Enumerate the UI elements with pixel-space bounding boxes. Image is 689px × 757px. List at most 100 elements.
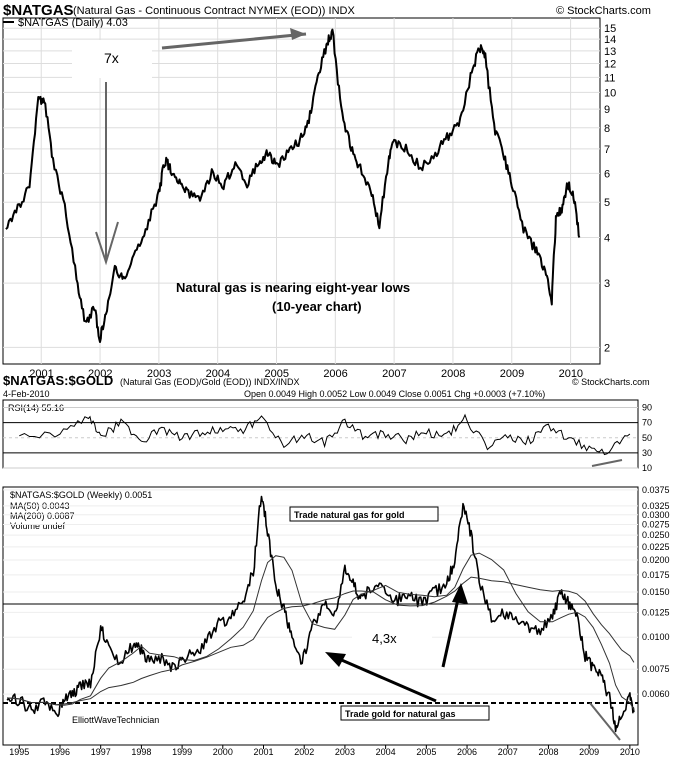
ratio-y-tick-label: 0.0275: [642, 519, 670, 529]
arrow-to-2005-high-head: [452, 583, 468, 604]
top-y-tick-label: 15: [604, 23, 616, 35]
ratio-legend-volume: Volume undef: [10, 521, 66, 531]
ratio-x-axis: 1995 1996 1997 1998 1999 2000 2001 2002 2003 2004…: [9, 745, 640, 757]
ratio-y-tick-label: 0.0175: [642, 570, 670, 580]
top-y-tick-label: 9: [604, 104, 610, 116]
top-y-tick-label: 14: [604, 34, 616, 46]
ratio-x-tick-label: 2000: [213, 747, 233, 757]
top-x-tick-label: 2010: [559, 368, 583, 380]
credit-label: ElliottWaveTechnician: [72, 715, 159, 725]
top-y-tick-label: 12: [604, 59, 616, 71]
top-x-tick-label: 2004: [206, 368, 230, 380]
top-x-tick-label: 2001: [29, 368, 53, 380]
arrow-to-2002-low: [329, 653, 437, 703]
ratio-x-tick-label: 2007: [498, 747, 518, 757]
top-x-tick-label: 2006: [323, 368, 347, 380]
ratio-y-tick-label: 0.0375: [642, 485, 670, 495]
top-y-tick-label: 5: [604, 197, 610, 209]
top-legend: $NATGAS (Daily) 4.03: [18, 17, 128, 29]
ratio-x-tick-label: 1996: [50, 747, 70, 757]
top-y-tick-label: 7: [604, 144, 610, 156]
ratio-title-description: (Natural Gas (EOD)/Gold (EOD)) INDX/INDX: [120, 377, 300, 387]
top-panel-frame: [2, 17, 601, 365]
ratio-x-tick-label: 2006: [457, 747, 477, 757]
annotation-line-2: (10-year chart): [272, 299, 362, 314]
ratio-x-tick-label: 2004: [376, 747, 396, 757]
ratio-y-tick-label: 0.0325: [642, 501, 670, 511]
rsi-y-axis: 10 30 50 70 90: [642, 403, 652, 473]
rsi-y-tick-label: 10: [642, 463, 652, 473]
box-bottom-label: Trade gold for natural gas: [345, 709, 456, 719]
top-y-tick-label: 4: [604, 233, 610, 245]
ratio-y-tick-label: 0.0100: [642, 632, 670, 642]
ratio-x-tick-label: 2005: [416, 747, 436, 757]
ratio-y-tick-label: 0.0300: [642, 510, 670, 520]
top-title-description: (Natural Gas - Continuous Contract NYMEX…: [73, 5, 355, 17]
ratio-ma200-series: [7, 576, 635, 706]
top-x-tick-label: 2005: [265, 368, 289, 380]
top-y-tick-label: 3: [604, 278, 610, 290]
rsi-y-tick-label: 70: [642, 418, 652, 428]
ratio-x-tick-label: 2008: [538, 747, 558, 757]
annotation-line-1: Natural gas is nearing eight-year lows: [176, 280, 410, 295]
ratio-multiple-box: [352, 620, 432, 664]
box-top-label: Trade natural gas for gold: [294, 510, 405, 520]
top-watermark: © StockCharts.com: [556, 5, 651, 17]
top-y-tick-label: 13: [604, 46, 616, 58]
top-x-tick-label: 2007: [382, 368, 406, 380]
top-x-tick-label: 2003: [147, 368, 171, 380]
box-top: [289, 506, 439, 522]
top-y-tick-label: 2: [604, 342, 610, 354]
ratio-y-tick-label: 0.0150: [642, 587, 670, 597]
ratio-panel-frame: [2, 486, 639, 746]
top-grid: [3, 18, 600, 364]
ratio-x-tick-label: 2009: [579, 747, 599, 757]
top-x-tick-label: 2002: [88, 368, 112, 380]
ratio-x-tick-label: 2001: [254, 747, 274, 757]
ratio-title-symbol: $NATGAS:$GOLD: [3, 373, 113, 388]
ratio-ma50-series: [7, 552, 635, 710]
ratio-x-tick-label: 1998: [131, 747, 151, 757]
top-y-tick-label: 8: [604, 123, 610, 135]
rsi-panel-frame: [2, 399, 639, 469]
ratio-y-tick-label: 0.0060: [642, 689, 670, 699]
ratio-series: [6, 495, 635, 733]
ratio-x-tick-label: 2002: [294, 747, 314, 757]
seven-x-arrowhead: [95, 221, 119, 266]
ratio-multiple-label: 4,3x: [372, 631, 397, 646]
arrow-to-2005-high: [441, 589, 462, 668]
rsi-trend-line: [591, 459, 623, 467]
ratio-x-tick-label: 1997: [91, 747, 111, 757]
seven-x-horizontal-arrowhead: [290, 28, 306, 40]
ratio-y-axis: 0.0060 0.0075 0.0100 0.0125 0.0150 0.0175 0.02…: [642, 485, 670, 699]
top-x-tick-label: 2008: [441, 368, 465, 380]
ratio-grid: [3, 489, 638, 695]
ratio-x-tick-label: 2010: [620, 747, 640, 757]
rsi-y-tick-label: 30: [642, 448, 652, 458]
ratio-watermark: © StockCharts.com: [572, 377, 650, 387]
ratio-y-tick-label: 0.0075: [642, 664, 670, 674]
top-y-tick-label: 10: [604, 87, 616, 99]
ratio-x-tick-label: 1999: [172, 747, 192, 757]
ratio-legend-main: $NATGAS:$GOLD (Weekly) 0.0051: [10, 490, 152, 500]
arrow-to-2002-low-head: [325, 652, 346, 667]
rsi-y-tick-label: 90: [642, 403, 652, 413]
rsi-grid: [3, 407, 638, 469]
top-y-tick-label: 11: [604, 72, 615, 84]
top-x-axis: 2001 2002 2003 2004 2005 2006 2007 2008 2009 2010: [29, 368, 583, 380]
ratio-trend-line: [589, 702, 621, 741]
top-x-tick-label: 2009: [500, 368, 524, 380]
seven-x-label: 7x: [104, 50, 119, 66]
top-y-tick-label: 6: [604, 168, 610, 180]
rsi-series: [19, 413, 631, 456]
rsi-y-tick-label: 50: [642, 433, 652, 443]
ratio-legend-ma200: MA(200) 0.0087: [10, 511, 75, 521]
natgas-price-series: [5, 28, 581, 343]
ratio-x-tick-label: 2003: [335, 747, 355, 757]
ratio-x-tick-label: 1995: [9, 747, 29, 757]
ratio-date: 4-Feb-2010: [3, 389, 50, 399]
box-bottom: [340, 705, 490, 721]
top-title-symbol: $NATGAS: [3, 2, 74, 19]
